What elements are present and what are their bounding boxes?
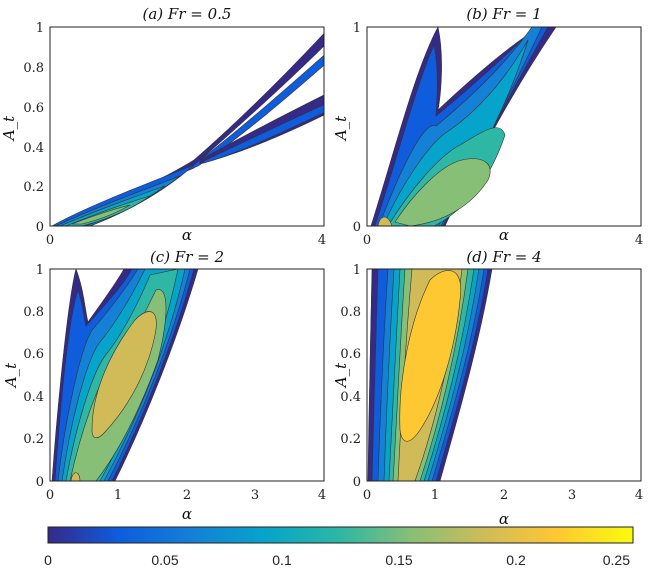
title-d: (d) Fr = 4	[466, 248, 541, 266]
ytick-c-5: 1	[36, 263, 44, 278]
contours-d	[367, 269, 493, 481]
panel-b: (b) Fr = 1 0 1 0 4 α A_t	[332, 5, 643, 248]
colorbar-tick-2: 0.1	[272, 552, 292, 568]
ytick-b-1: 1	[353, 21, 361, 36]
ytick-d-0: 0	[353, 475, 361, 490]
colorbar-tick-0: 0	[44, 552, 52, 568]
contours-c	[51, 269, 199, 481]
title-c: (c) Fr = 2	[150, 248, 224, 266]
panel-a: (a) Fr = 0.5 0 0.2 0.4 0.6 0.8 1 0 4 α A…	[0, 5, 326, 248]
panel-c: (c) Fr = 2 0 0.2 0.4 0.6 0.8 1 0 1 2 3 4…	[2, 248, 326, 523]
ytick-a-0: 0	[36, 220, 44, 235]
xtick-c-0: 0	[46, 488, 54, 503]
ylabel-b: A_t	[332, 115, 350, 142]
axes-box-c	[49, 268, 325, 482]
ytick-c-2: 0.4	[23, 390, 44, 405]
colorbar: 0 0.05 0.1 0.15 0.2 0.25	[44, 526, 634, 568]
xtick-a-0: 0	[46, 233, 54, 248]
ytick-d-1: 0.2	[340, 432, 361, 447]
ytick-a-2: 0.4	[23, 141, 44, 156]
xtick-d-3: 3	[568, 488, 576, 503]
colorbar-tick-5: 0.25	[603, 552, 630, 568]
xtick-c-4: 4	[318, 488, 326, 503]
xtick-d-0: 0	[363, 488, 371, 503]
ytick-b-0: 0	[353, 220, 361, 235]
colorbar-tick-4: 0.2	[506, 552, 526, 568]
ytick-a-5: 1	[36, 21, 44, 36]
ylabel-a: A_t	[0, 115, 18, 142]
ytick-c-3: 0.6	[23, 347, 44, 362]
ytick-a-4: 0.8	[23, 61, 44, 76]
xlabel-c: α	[182, 505, 192, 523]
ytick-d-2: 0.4	[340, 390, 361, 405]
ytick-c-1: 0.2	[23, 432, 44, 447]
ylabel-c: A_t	[2, 362, 20, 389]
xtick-d-2: 2	[500, 488, 508, 503]
ytick-d-4: 0.8	[340, 305, 361, 320]
axes-box-b	[366, 26, 642, 227]
xtick-d-4: 4	[635, 488, 643, 503]
xlabel-b: α	[499, 226, 509, 244]
xtick-c-2: 2	[183, 488, 191, 503]
xtick-c-1: 1	[114, 488, 122, 503]
title-a: (a) Fr = 0.5	[143, 5, 232, 23]
ytick-d-5: 1	[353, 263, 361, 278]
xtick-c-3: 3	[251, 488, 259, 503]
ytick-a-3: 0.6	[23, 101, 44, 116]
contours-b	[370, 27, 557, 226]
xtick-d-1: 1	[431, 488, 439, 503]
axes-box-d	[366, 268, 642, 482]
xtick-b-1: 4	[635, 233, 643, 248]
axes-box-a	[49, 26, 325, 227]
colorbar-tick-1: 0.05	[151, 552, 178, 568]
ytick-c-4: 0.8	[23, 305, 44, 320]
ytick-a-1: 0.2	[23, 180, 44, 195]
xtick-a-1: 4	[318, 233, 326, 248]
ylabel-d: A_t	[332, 362, 350, 389]
colorbar-gradient	[47, 526, 634, 544]
ytick-c-0: 0	[36, 475, 44, 490]
ytick-d-3: 0.6	[340, 347, 361, 362]
xlabel-d: α	[499, 510, 509, 528]
xtick-b-0: 0	[363, 233, 371, 248]
contours-a	[51, 32, 324, 226]
xlabel-a: α	[182, 226, 192, 244]
colorbar-tick-3: 0.15	[385, 552, 412, 568]
panel-d: (d) Fr = 4 0 0.2 0.4 0.6 0.8 1 0 1 2 3 4…	[332, 248, 643, 528]
title-b: (b) Fr = 1	[466, 5, 541, 23]
